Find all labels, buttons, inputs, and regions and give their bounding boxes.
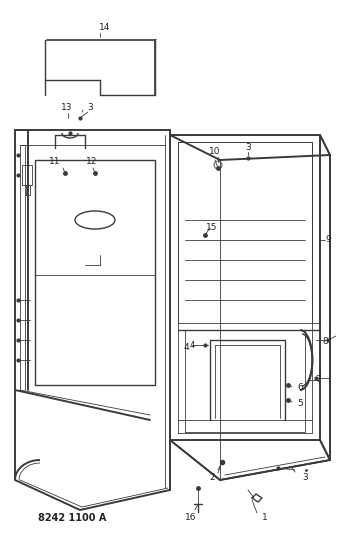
Text: 15: 15 xyxy=(206,223,218,232)
Text: 14: 14 xyxy=(99,23,111,33)
Text: 5: 5 xyxy=(297,400,303,408)
Text: 10: 10 xyxy=(209,148,221,157)
Text: 8: 8 xyxy=(322,337,328,346)
Text: 4: 4 xyxy=(183,343,189,352)
Text: 8242 1100 A: 8242 1100 A xyxy=(38,513,106,523)
Text: 1: 1 xyxy=(262,513,268,521)
Text: 6: 6 xyxy=(297,384,303,392)
Text: 3: 3 xyxy=(245,143,251,152)
Text: 16: 16 xyxy=(185,513,197,521)
Text: 7: 7 xyxy=(315,376,321,384)
Text: 12: 12 xyxy=(86,157,98,166)
Text: 9: 9 xyxy=(325,236,331,245)
Text: 13: 13 xyxy=(61,103,73,112)
Text: 2: 2 xyxy=(209,473,215,482)
Text: 4: 4 xyxy=(189,341,194,350)
Text: 11: 11 xyxy=(49,157,61,166)
Text: 3: 3 xyxy=(87,103,93,112)
Text: 3: 3 xyxy=(302,473,308,482)
